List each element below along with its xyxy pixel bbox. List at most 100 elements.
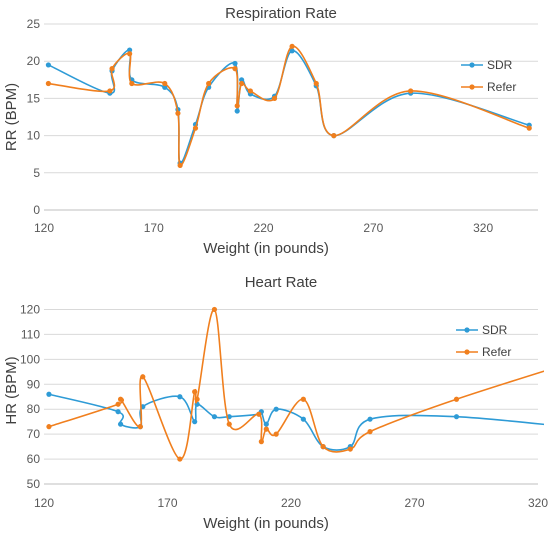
chart-1-x-tick-label: 220 [281, 496, 301, 510]
chart-0-sdr-series-line [48, 49, 530, 164]
chart-0-sdr-point [232, 60, 238, 67]
chart-1-x-tick-label: 270 [404, 496, 424, 510]
chart-1-refer-point [46, 424, 52, 430]
chart-1-refer-point [347, 446, 353, 452]
chart-0-sdr-point [239, 77, 245, 83]
chart-1-y-tick-label: 100 [20, 352, 40, 366]
chart-0-x-tick-label: 270 [363, 221, 383, 235]
chart-0-legend-sdr-label: SDR [487, 58, 513, 72]
chart-0-refer-point [175, 110, 181, 116]
chart-1-refer-point [453, 396, 460, 402]
chart-0-y-tick-label: 10 [27, 129, 41, 143]
chart-1-refer-point [367, 429, 373, 435]
chart-0-sdr-point [234, 108, 240, 114]
chart-1-sdr-point [46, 391, 52, 397]
chart-1-legend-refer-marker [464, 349, 470, 355]
chart-0-refer-point [289, 43, 295, 49]
chart-0-refer-point [127, 51, 133, 57]
chart-1-plot-area [46, 306, 544, 462]
chart-0-y-tick-label: 15 [27, 91, 41, 105]
chart-1-sdr-point [192, 419, 198, 425]
chart-1-refer-point [137, 424, 143, 430]
chart-0-x-tick-label: 320 [473, 221, 493, 235]
chart-1-sdr-point [367, 416, 373, 422]
chart-0-y-tick-label: 5 [33, 166, 40, 180]
chart-1-y-tick-label: 50 [27, 477, 41, 491]
chart-1-x-tick-label: 320 [528, 496, 548, 510]
chart-0-refer-point [177, 162, 183, 168]
chart-0-legend-refer-label: Refer [487, 80, 516, 94]
chart-1-sdr-point [177, 394, 183, 400]
chart-0-x-axis-title: Weight (in pounds) [203, 240, 329, 257]
chart-0-x-tick-label: 220 [254, 221, 274, 235]
chart-0-x-tick-label: 120 [34, 221, 54, 235]
chart-1-refer-point [117, 396, 124, 402]
chart-1-y-tick-label: 120 [20, 302, 40, 316]
chart-1-refer-point [300, 396, 306, 402]
chart-0-refer-point [234, 103, 240, 109]
chart-0-refer-point [313, 80, 319, 87]
chart-0-legend-sdr-marker [469, 62, 475, 68]
chart-1-x-axis-title: Weight (in pounds) [203, 515, 329, 532]
chart-1-y-tick-label: 80 [27, 402, 41, 416]
chart-1-sdr-point [453, 414, 460, 420]
chart-0-refer-point [247, 88, 253, 94]
chart-0-refer-series-line [48, 45, 530, 167]
chart-0-refer-point [239, 80, 245, 87]
chart-0-refer-point [162, 80, 168, 87]
chart-1-y-tick-label: 60 [27, 452, 41, 466]
chart-1-title: Heart Rate [245, 274, 318, 291]
chart-1-y-axis-title: HR (BPM) [3, 356, 20, 424]
respiration-rate-chart: Respiration Rate 0 5 10 15 20 25 120 170 220 270 32… [3, 5, 538, 257]
chart-0-refer-point [206, 80, 212, 87]
chart-0-sdr-point [45, 62, 51, 68]
chart-1-sdr-point [300, 416, 306, 422]
chart-1-refer-point [258, 439, 264, 445]
chart-0-refer-point [192, 125, 199, 131]
chart-0-sdr-point [289, 48, 295, 54]
chart-1-refer-point [226, 421, 232, 427]
heart-rate-chart: Heart Rate 50 60 70 80 90 100 110 120 120 170 220 27… [3, 274, 548, 532]
chart-1-legend-sdr-marker [464, 327, 470, 333]
chart-1-refer-point [192, 389, 198, 395]
chart-0-sdr-point [162, 84, 168, 90]
chart-1-refer-point [140, 374, 146, 380]
chart-0-title: Respiration Rate [225, 5, 337, 22]
chart-1-sdr-series-line [48, 393, 544, 451]
chart-0-x-tick-label: 170 [144, 221, 164, 235]
chart-0-legend-refer-marker [469, 84, 475, 90]
chart-1-refer-point [256, 411, 262, 417]
chart-1-legend-sdr-label: SDR [482, 323, 508, 337]
chart-1-y-tick-label: 70 [27, 427, 41, 441]
chart-1-refer-point [211, 306, 218, 313]
chart-0-y-axis-title: RR (BPM) [3, 83, 20, 151]
chart-1-sdr-point [273, 406, 279, 412]
chart-1-legend-refer-label: Refer [482, 345, 511, 359]
chart-0-y-tick-label: 0 [33, 203, 40, 217]
chart-1-refer-point [177, 456, 183, 462]
chart-1-refer-point [263, 426, 269, 432]
chart-0-refer-point [331, 133, 337, 139]
chart-0-refer-point [107, 88, 113, 94]
chart-1-y-tick-label: 90 [27, 377, 41, 391]
chart-0-y-tick-label: 20 [27, 54, 41, 68]
chart-1-refer-point [115, 401, 121, 407]
chart-1-sdr-point [263, 421, 269, 427]
chart-1-y-tick-label: 110 [21, 327, 40, 341]
chart-0-refer-point [109, 66, 115, 72]
chart-0-refer-point [232, 66, 238, 72]
chart-0-y-tick-label: 25 [27, 17, 41, 31]
chart-1-refer-point [194, 396, 200, 402]
chart-0-sdr-point [127, 47, 133, 53]
chart-0-plot-area [45, 43, 532, 168]
chart-1-refer-point [320, 444, 326, 450]
chart-0-refer-point [129, 80, 135, 87]
chart-0-refer-point [271, 95, 278, 101]
chart-1-sdr-point [117, 421, 124, 427]
chart-1-sdr-point [211, 414, 218, 420]
chart-0-refer-point [526, 125, 532, 131]
chart-1-x-tick-label: 120 [34, 496, 54, 510]
chart-1-refer-point [273, 431, 279, 437]
chart-1-x-tick-label: 170 [157, 496, 177, 510]
